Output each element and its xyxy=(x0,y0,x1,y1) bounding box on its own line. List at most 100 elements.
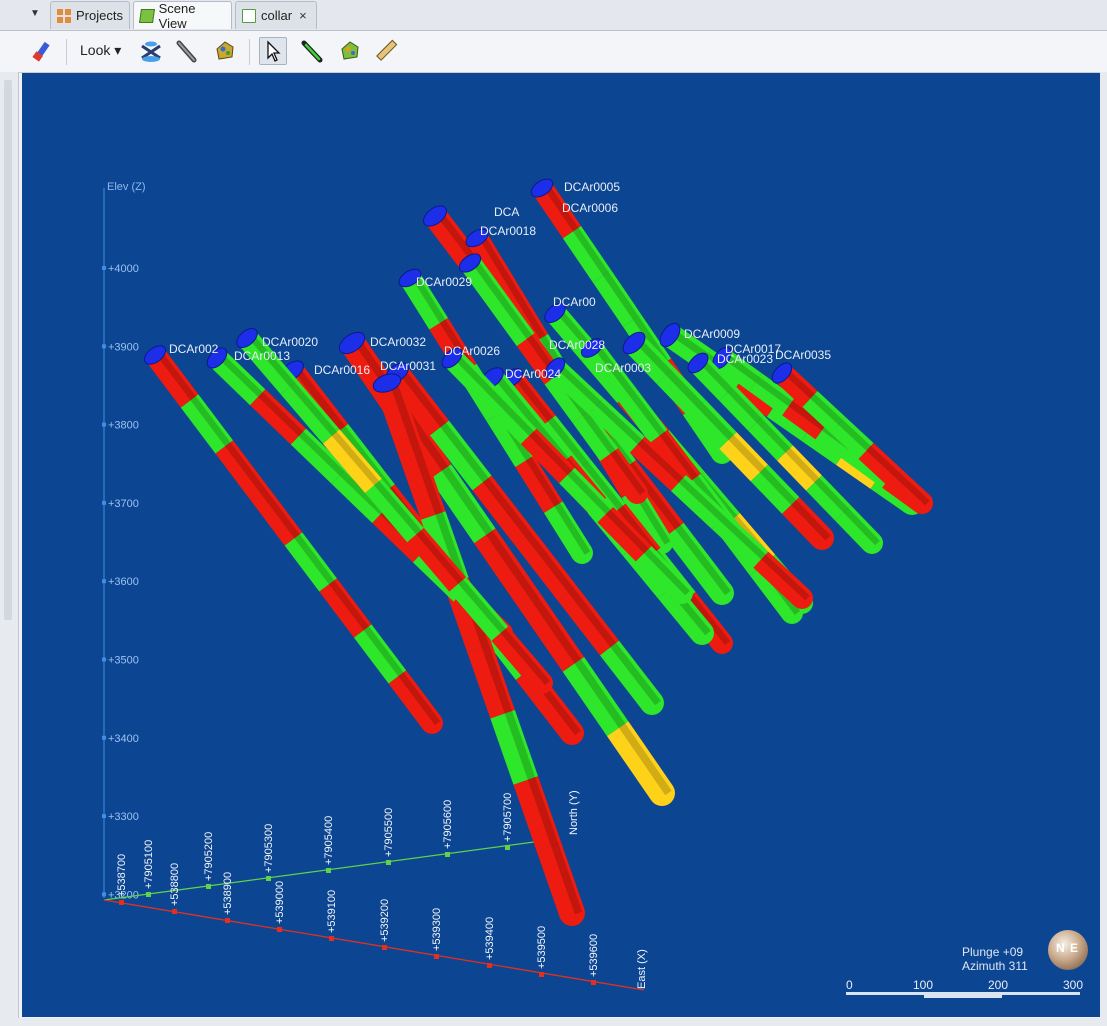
drillhole-interval xyxy=(607,721,673,801)
look-menu[interactable]: Look ▾ xyxy=(80,42,122,58)
hole-label: DCAr0032 xyxy=(370,335,426,349)
drillhole-interval xyxy=(802,390,846,434)
drillhole[interactable] xyxy=(684,350,883,554)
drillhole-interval xyxy=(331,467,388,524)
drillhole-interval xyxy=(407,527,467,592)
pick-tool-button[interactable] xyxy=(28,37,56,65)
hole-label: DCAr0003 xyxy=(595,361,651,375)
tab-collar[interactable]: collar × xyxy=(235,1,317,29)
drillhole-interval xyxy=(515,530,577,601)
drillhole-interval xyxy=(518,592,585,672)
drillhole-interval xyxy=(588,398,645,453)
drillhole-shade xyxy=(455,355,690,596)
drillhole-interval xyxy=(616,385,668,443)
collar-cap xyxy=(465,228,489,248)
drillhole-interval xyxy=(461,256,507,308)
tab-list-dropdown-icon[interactable]: ▼ xyxy=(30,8,40,19)
east-tick-label: +539300 xyxy=(431,908,443,951)
north-tick-label: +7905200 xyxy=(203,832,215,881)
ore-body-tool-button[interactable] xyxy=(211,37,239,65)
drillhole-interval xyxy=(562,225,612,283)
north-tick-mark xyxy=(266,876,271,881)
drillhole-interval xyxy=(513,776,562,852)
drillhole-end-cap xyxy=(711,632,733,654)
drillhole-interval xyxy=(583,341,635,399)
hole-label: DCAr0016 xyxy=(314,363,370,377)
drillhole[interactable] xyxy=(382,359,664,715)
collar-cap xyxy=(398,268,422,288)
north-tick-mark xyxy=(386,860,391,865)
drillhole-end-cap xyxy=(531,672,553,694)
drillhole-end-cap xyxy=(626,482,648,504)
drillhole-shade xyxy=(157,353,441,725)
scene-canvas[interactable]: Elev (Z) +4000 +3900 +3800 +3700 +3600 +3500 +3… xyxy=(22,73,1100,1017)
drillhole-end-cap xyxy=(571,542,593,564)
drillhole-end-cap xyxy=(421,712,443,734)
north-tick-mark xyxy=(445,852,450,857)
look-label: Look xyxy=(80,42,111,58)
drillhole-shade xyxy=(785,370,930,506)
drillhole-interval xyxy=(547,359,604,415)
east-tick-mark xyxy=(487,963,492,968)
right-panel-edge xyxy=(1100,72,1107,1026)
drillhole-interval xyxy=(671,474,728,530)
select-tool-button[interactable] xyxy=(259,37,287,65)
east-tick-mark xyxy=(539,972,544,977)
scene-viewport[interactable]: Elev (Z) +4000 +3900 +3800 +3700 +3600 +3500 +3… xyxy=(22,73,1100,1017)
view-compass-icon[interactable]: N E xyxy=(1048,930,1088,970)
ruler-tool-button[interactable] xyxy=(372,37,400,65)
drillhole-interval xyxy=(597,506,652,562)
drillhole-interval xyxy=(284,532,337,592)
east-tick-label: +539000 xyxy=(274,881,286,924)
drillhole[interactable] xyxy=(619,328,834,550)
tab-scene-view[interactable]: Scene View xyxy=(133,0,232,31)
drillhole-interval xyxy=(572,409,619,462)
hole-label: DCAr0017 xyxy=(725,342,781,356)
drillhole-interval xyxy=(472,475,534,546)
east-tick-label: +539100 xyxy=(326,890,338,933)
drillhole-interval xyxy=(280,380,340,444)
hole-label: DCAr0006 xyxy=(562,201,618,215)
drillhole[interactable] xyxy=(141,342,443,734)
elev-tick-label: +3600 xyxy=(108,576,139,588)
drillhole[interactable] xyxy=(542,354,813,609)
hole-label: DCAr0013 xyxy=(234,349,290,363)
east-tick-label: +538700 xyxy=(116,854,128,897)
drillhole-interval xyxy=(397,444,446,520)
east-tick-mark xyxy=(225,918,230,923)
drillhole-shade xyxy=(514,375,731,646)
drillhole-interval xyxy=(209,350,266,406)
hole-label: DCA xyxy=(494,205,519,219)
drillhole[interactable] xyxy=(233,325,553,694)
drillhole[interactable] xyxy=(769,359,933,514)
elev-tick-mark xyxy=(102,892,106,897)
collar-cap xyxy=(771,362,793,384)
east-tick-label: +539600 xyxy=(588,934,600,977)
drillholes-layer[interactable] xyxy=(141,175,933,926)
north-tick-label: +7905400 xyxy=(323,816,335,865)
tab-projects[interactable]: Projects xyxy=(50,1,130,29)
tab-label: Scene View xyxy=(158,0,196,31)
drillhole-interval xyxy=(629,436,686,492)
hole-label: DCAr0024 xyxy=(505,367,561,381)
scene-tool-button[interactable] xyxy=(137,37,165,65)
drillhole-interval xyxy=(290,428,347,484)
collar-cap xyxy=(544,357,566,379)
draw-line-tool-button[interactable] xyxy=(298,37,326,65)
drillhole-interval xyxy=(319,578,372,638)
close-tab-icon[interactable]: × xyxy=(299,8,307,23)
scale-bar-label: 100 xyxy=(913,978,933,992)
scale-bar-label: 200 xyxy=(988,978,1008,992)
drillhole-end-cap xyxy=(791,587,813,609)
elev-tick-mark xyxy=(102,579,106,584)
drillhole-end-cap xyxy=(710,581,734,605)
surface-tool-button[interactable] xyxy=(336,37,364,65)
north-tick-label: +7905100 xyxy=(143,840,155,889)
drillhole[interactable] xyxy=(438,345,693,604)
left-scrollbar[interactable] xyxy=(4,80,12,620)
drillhole-end-cap xyxy=(649,780,675,806)
select-pointer-icon xyxy=(267,40,281,62)
drillhole-tool-button[interactable] xyxy=(172,37,200,65)
drillhole-interval xyxy=(532,181,582,239)
north-axis-label: North (Y) xyxy=(568,790,580,835)
